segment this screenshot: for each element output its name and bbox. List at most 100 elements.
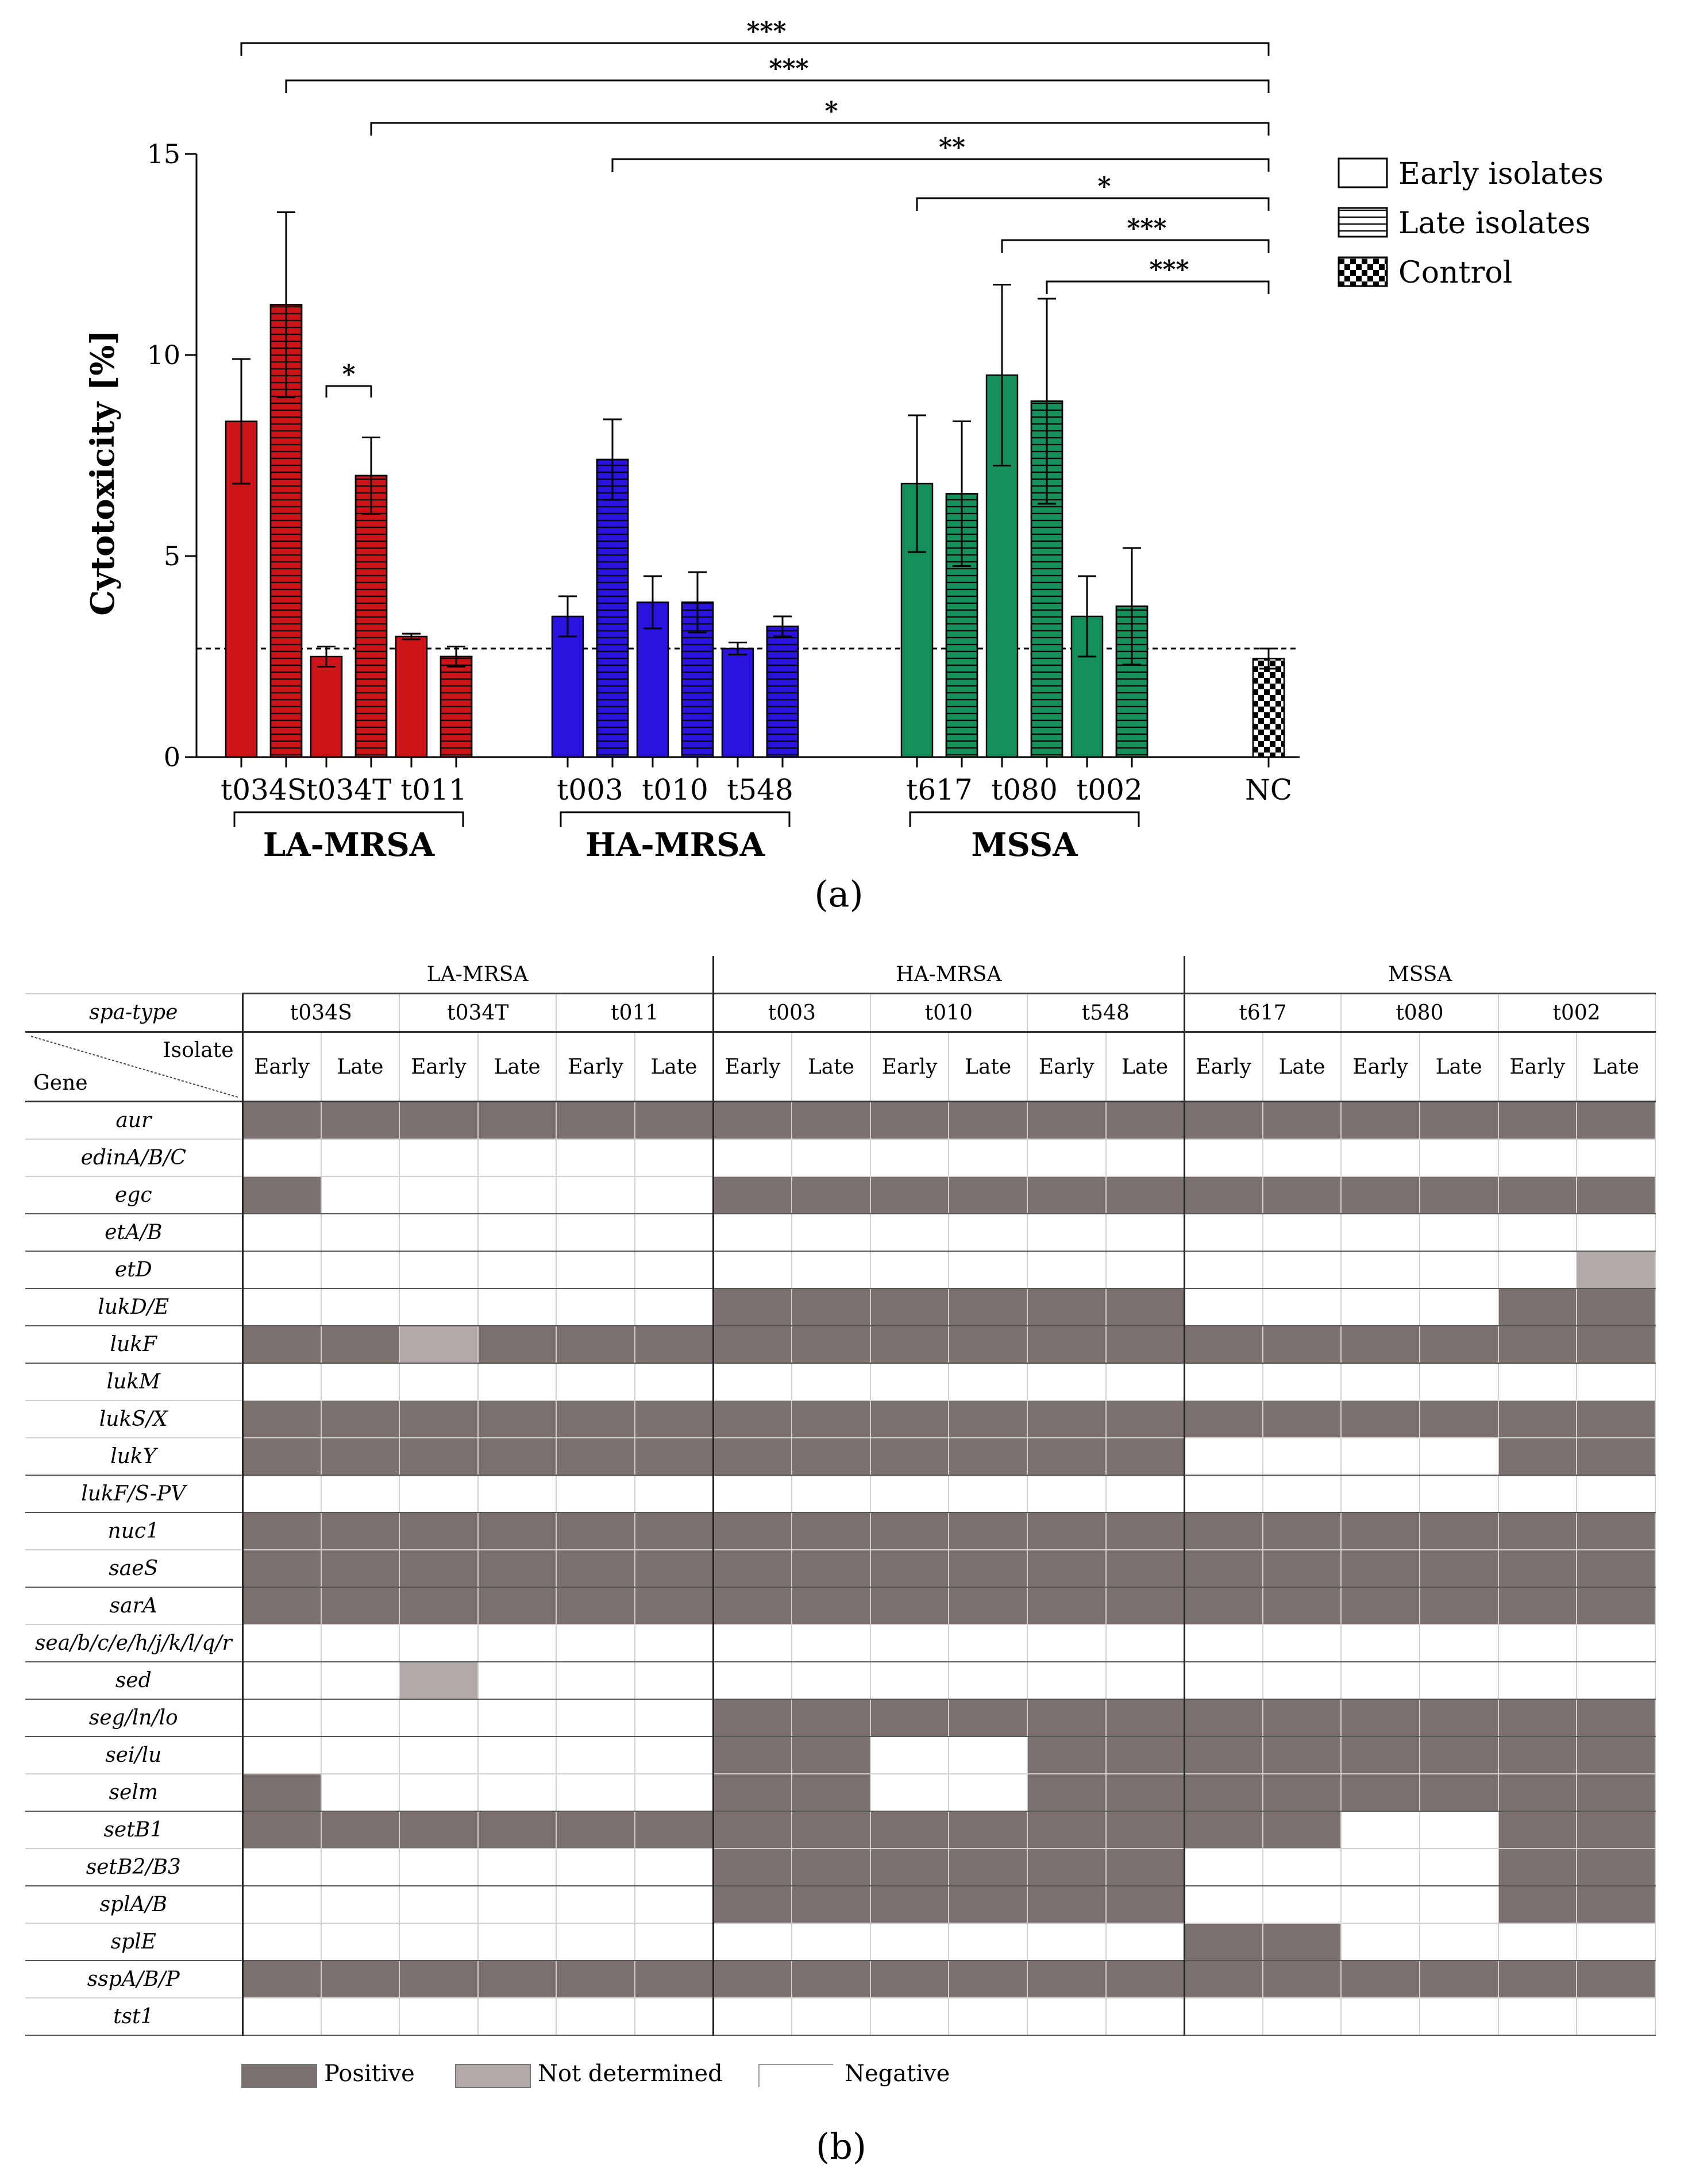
- cell-negative: [1262, 1848, 1342, 1886]
- gene-row: splA/B: [25, 1885, 1656, 1924]
- cell-positive: [791, 1437, 871, 1476]
- cell-positive: [320, 1811, 400, 1849]
- cell-positive: [1026, 1101, 1107, 1140]
- cell-positive: [712, 1101, 793, 1140]
- cell-positive: [712, 1587, 793, 1625]
- cell-positive: [634, 1811, 714, 1849]
- cell-negative: [634, 1251, 714, 1289]
- cell-negative: [1576, 1363, 1656, 1401]
- cell-negative: [712, 1624, 793, 1662]
- cell-positive: [1105, 1549, 1185, 1588]
- category-label-t034S: t034S: [221, 773, 307, 807]
- cell-negative: [1262, 1251, 1342, 1289]
- cell-positive: [869, 1960, 950, 1998]
- gene-row: setB1: [25, 1811, 1656, 1849]
- cell-positive: [1105, 1773, 1185, 1812]
- cell-negative: [1105, 1661, 1185, 1700]
- spa-header-t034S: t034S: [241, 993, 400, 1033]
- cell-positive: [556, 1400, 635, 1438]
- cell-negative: [1262, 1885, 1342, 1924]
- panel-caption-a: (a): [814, 873, 863, 915]
- cell-positive: [948, 1288, 1028, 1326]
- cell-positive: [241, 1549, 322, 1588]
- cell-negative: [399, 1997, 479, 2036]
- gene-row: lukS/X: [25, 1400, 1656, 1438]
- group-header-HA-MRSA: HA-MRSA: [712, 956, 1185, 994]
- cell-negative: [1419, 1923, 1499, 1961]
- cell-positive: [1026, 1400, 1107, 1438]
- cell-positive: [1026, 1811, 1107, 1849]
- y-tick-label-5: 5: [164, 541, 180, 572]
- spa-header-t011: t011: [556, 993, 714, 1033]
- cell-positive: [1183, 1400, 1263, 1438]
- cell-negative: [1576, 1475, 1656, 1513]
- cell-positive: [948, 1885, 1028, 1924]
- cell-positive: [1576, 1848, 1656, 1886]
- early-header: Early: [1497, 1031, 1578, 1102]
- sig-label-4: *: [1097, 172, 1111, 201]
- bar-t002-late: [1115, 547, 1149, 758]
- cell-negative: [320, 1923, 400, 1961]
- early-header: Early: [712, 1031, 793, 1102]
- cell-negative: [1340, 1437, 1420, 1476]
- cell-positive: [1419, 1960, 1499, 1998]
- cell-positive: [712, 1736, 793, 1774]
- cell-negative: [1497, 1251, 1578, 1289]
- cell-positive: [712, 1848, 793, 1886]
- cell-positive: [948, 1176, 1028, 1214]
- panel-caption-b: (b): [816, 2125, 867, 2167]
- cell-positive: [712, 1512, 793, 1550]
- cell-positive: [1183, 1923, 1263, 1961]
- cell-negative: [399, 1251, 479, 1289]
- bar-t080-late: [1030, 298, 1063, 758]
- cell-positive: [1183, 1176, 1263, 1214]
- sig-bracket-6: [1046, 280, 1270, 294]
- category-label-t080: t080: [991, 773, 1058, 807]
- cell-negative: [556, 1997, 635, 2036]
- cell-negative: [1576, 1213, 1656, 1252]
- bar-t080-early: [985, 284, 1019, 758]
- bar-checker-NC-control: [1252, 658, 1285, 758]
- cell-negative: [1026, 1363, 1107, 1401]
- cell-positive: [477, 1325, 557, 1364]
- early-header: Early: [1340, 1031, 1420, 1102]
- cell-negative: [1105, 1923, 1185, 1961]
- cell-positive: [1576, 1400, 1656, 1438]
- cell-negative: [1262, 1213, 1342, 1252]
- bar-t034S-early: [225, 358, 258, 758]
- cell-negative: [1419, 1251, 1499, 1289]
- cell-negative: [791, 1624, 871, 1662]
- cell-negative: [1262, 1997, 1342, 2036]
- cell-negative: [869, 1773, 950, 1812]
- cell-positive: [399, 1960, 479, 1998]
- cell-positive: [477, 1587, 557, 1625]
- y-tick-label-15: 15: [147, 138, 180, 169]
- cell-negative: [1105, 1624, 1185, 1662]
- cell-positive: [869, 1549, 950, 1588]
- cell-positive: [1497, 1960, 1578, 1998]
- cell-positive: [791, 1512, 871, 1550]
- gene-name: lukF/S-PV: [25, 1475, 243, 1513]
- cell-negative: [556, 1661, 635, 1700]
- cell-negative: [1026, 1997, 1107, 2036]
- cell-positive: [320, 1437, 400, 1476]
- gene-row: sspA/B/P: [25, 1960, 1656, 1998]
- negative-swatch: [758, 2064, 833, 2087]
- cell-negative: [1340, 1661, 1420, 1700]
- cell-negative: [1419, 1811, 1499, 1849]
- cell-positive: [399, 1811, 479, 1849]
- gene-row: sea/b/c/e/h/j/k/l/q/r: [25, 1624, 1656, 1662]
- cell-negative: [556, 1176, 635, 1214]
- cell-negative: [477, 1848, 557, 1886]
- y-axis-label: Cytotoxicity [%]: [84, 330, 122, 616]
- cell-positive: [791, 1587, 871, 1625]
- cell-negative: [1419, 1139, 1499, 1177]
- cell-negative: [320, 1848, 400, 1886]
- bar-hatch-t011-late: [440, 655, 473, 758]
- cell-negative: [869, 1251, 950, 1289]
- legend-item-1: Late isolates: [1338, 206, 1590, 241]
- cell-positive: [1340, 1176, 1420, 1214]
- cell-positive: [712, 1885, 793, 1924]
